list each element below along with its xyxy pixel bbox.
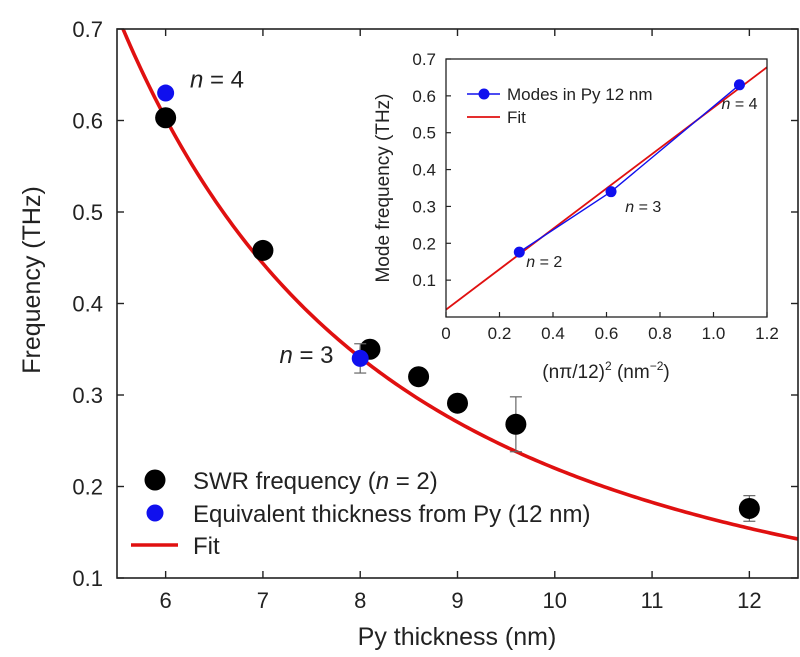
inset-mode-point bbox=[733, 79, 745, 91]
inset-x-tick-label: 1.2 bbox=[755, 324, 779, 343]
inset-mode-annotation: n = 2 bbox=[526, 254, 562, 271]
main-x-tick-label: 7 bbox=[257, 588, 269, 613]
main-legend: SWR frequency (n = 2) Equivalent thicknes… bbox=[131, 468, 591, 560]
inset-chart: 0 0.2 0.4 0.6 0.8 1.0 1.2 0.1 0.2 0.3 0.4 0.5 0.6 0.7… bbox=[373, 50, 779, 383]
inset-x-tick-label: 0.2 bbox=[488, 324, 512, 343]
equivalent-thickness-point bbox=[351, 349, 369, 367]
legend-label: Equivalent thickness from Py (12 nm) bbox=[193, 501, 591, 528]
inset-y-tick-label: 0.7 bbox=[412, 50, 436, 69]
swr-data-point bbox=[505, 413, 527, 435]
inset-y-axis-label: Mode frequency (THz) bbox=[373, 93, 394, 282]
inset-y-tick-label: 0.1 bbox=[412, 271, 436, 290]
inset-y-tick-label: 0.2 bbox=[412, 234, 436, 253]
inset-legend-label: Modes in Py 12 nm bbox=[507, 85, 653, 104]
inset-mode-annotation: n = 3 bbox=[625, 199, 661, 216]
legend-swr-marker bbox=[144, 469, 166, 491]
inset-fit-line bbox=[446, 66, 767, 311]
inset-legend-label: Fit bbox=[507, 108, 526, 127]
main-x-tick-label: 12 bbox=[737, 588, 761, 613]
main-y-tick-label: 0.1 bbox=[72, 566, 103, 591]
legend-label: Fit bbox=[193, 533, 220, 560]
inset-x-tick-label: 1.0 bbox=[702, 324, 726, 343]
main-x-tick-label: 9 bbox=[451, 588, 463, 613]
inset-x-tick-label: 0.4 bbox=[541, 324, 565, 343]
inset-mode-point bbox=[513, 246, 525, 258]
main-x-tick-label: 10 bbox=[543, 588, 567, 613]
main-y-tick-label: 0.2 bbox=[72, 475, 103, 500]
legend-label: SWR frequency (n = 2) bbox=[193, 468, 438, 495]
main-y-tick-label: 0.7 bbox=[72, 17, 103, 42]
inset-x-tick-label: 0.6 bbox=[595, 324, 619, 343]
inset-y-tick-label: 0.6 bbox=[412, 87, 436, 106]
main-x-axis-label: Py thickness (nm) bbox=[358, 623, 557, 651]
main-y-tick-label: 0.3 bbox=[72, 383, 103, 408]
main-ticks: 6 7 8 9 10 11 12 0.1 0.2 0.3 0.4 0.5 0.6 0.7 bbox=[72, 17, 798, 613]
swr-data-point bbox=[447, 392, 468, 414]
main-x-tick-label: 6 bbox=[160, 588, 172, 613]
equivalent-thickness-point bbox=[157, 84, 175, 102]
main-annotations: n = 4 n = 3 bbox=[190, 67, 334, 369]
main-mode-annotation: n = 3 bbox=[279, 342, 333, 369]
inset-legend-modes-marker bbox=[478, 88, 490, 100]
swr-data-point bbox=[252, 239, 274, 261]
main-fit-layer bbox=[121, 29, 798, 541]
inset-lines-layer bbox=[446, 66, 767, 311]
main-x-tick-label: 8 bbox=[354, 588, 366, 613]
inset-legend: Modes in Py 12 nm Fit bbox=[467, 85, 653, 127]
main-y-tick-label: 0.4 bbox=[72, 292, 103, 317]
swr-data-point bbox=[155, 107, 177, 129]
inset-annotations: n = 2 n = 3 n = 4 bbox=[526, 96, 757, 271]
main-mode-annotation: n = 4 bbox=[190, 67, 244, 94]
legend-equivalent-marker bbox=[146, 504, 164, 522]
inset-mode-annotation: n = 4 bbox=[722, 96, 758, 113]
swr-data-point bbox=[408, 366, 430, 388]
inset-x-axis-label: (nπ/12)2 (nm−2) bbox=[542, 359, 669, 383]
main-fit-curve bbox=[121, 29, 798, 541]
main-points-layer bbox=[155, 84, 760, 522]
main-y-tick-label: 0.5 bbox=[72, 200, 103, 225]
inset-x-tick-label: 0.8 bbox=[648, 324, 672, 343]
inset-y-tick-label: 0.4 bbox=[412, 161, 436, 180]
inset-y-tick-label: 0.5 bbox=[412, 124, 436, 143]
inset-ticks: 0 0.2 0.4 0.6 0.8 1.0 1.2 0.1 0.2 0.3 0.4 0.5 0.6 0.7 bbox=[412, 50, 778, 343]
main-x-tick-label: 11 bbox=[641, 588, 664, 613]
inset-y-tick-label: 0.3 bbox=[412, 197, 436, 216]
main-y-tick-label: 0.6 bbox=[72, 109, 103, 134]
swr-data-point bbox=[738, 497, 760, 519]
main-chart: 6 7 8 9 10 11 12 0.1 0.2 0.3 0.4 0.5 0.6 0.7 Py thick… bbox=[18, 17, 799, 651]
main-y-axis-label: Frequency (THz) bbox=[18, 186, 46, 374]
inset-mode-point bbox=[605, 186, 617, 198]
inset-x-tick-label: 0 bbox=[441, 324, 450, 343]
